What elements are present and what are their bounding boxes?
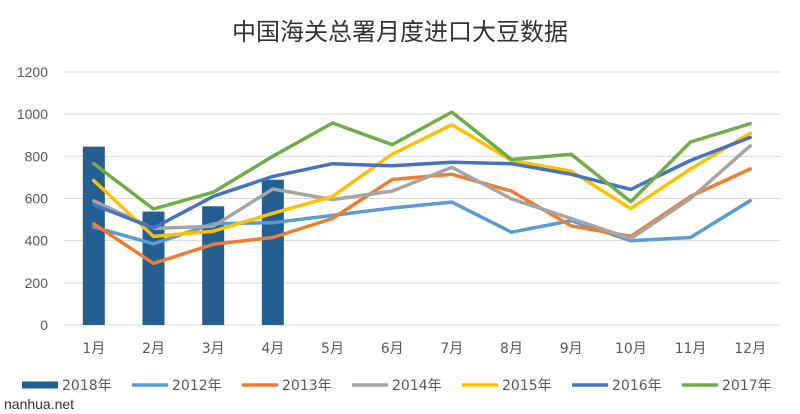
chart-title: 中国海关总署月度进口大豆数据 (232, 18, 568, 46)
y-tick-label: 1000 (17, 106, 48, 122)
legend-label: 2012年 (172, 378, 222, 394)
legend-label: 2017年 (722, 378, 772, 394)
x-tick-label: 8月 (500, 341, 523, 357)
x-tick-label: 3月 (202, 341, 225, 357)
line-series-2014年 (92, 144, 752, 241)
watermark: nanhua.net (4, 396, 74, 412)
x-tick-label: 2月 (142, 341, 165, 357)
x-tick-label: 1月 (82, 341, 105, 357)
x-tick-label: 11月 (675, 341, 707, 357)
y-axis-tick-labels: 0 200 400 600 800 1000 1200 (17, 64, 48, 333)
x-tick-label: 12月 (734, 341, 766, 357)
legend-label: 2018年 (62, 378, 112, 394)
legend: 2018年 2012年 2013年 2014年 2015年 2016年 2017年 (22, 378, 772, 394)
x-axis-tick-labels: 1月 2月 3月 4月 5月 6月 7月 8月 9月 10月 11月 12月 (82, 341, 766, 357)
line-series-2017年 (92, 110, 752, 211)
legend-label: 2015年 (502, 378, 552, 394)
legend-label: 2013年 (282, 378, 332, 394)
y-tick-label: 600 (25, 191, 49, 207)
gridlines (64, 71, 780, 326)
line-series-2015年 (92, 122, 752, 239)
line-series-2016年 (92, 135, 752, 230)
y-tick-label: 0 (40, 317, 48, 333)
bar-2018-1月 (82, 146, 105, 325)
bar-2018-4月 (261, 179, 284, 325)
legend-label: 2014年 (392, 378, 442, 394)
y-tick-label: 400 (25, 233, 49, 249)
y-tick-label: 1200 (17, 64, 48, 80)
x-tick-label: 5月 (321, 341, 344, 357)
x-tick-label: 10月 (615, 341, 647, 357)
line-series-2013年 (92, 167, 752, 266)
bar-2018-3月 (202, 206, 225, 325)
bar-2018-2月 (142, 211, 165, 325)
x-tick-label: 6月 (381, 341, 404, 357)
x-tick-label: 7月 (440, 341, 463, 357)
y-tick-label: 200 (25, 275, 49, 291)
x-tick-label: 9月 (560, 341, 583, 357)
y-tick-label: 800 (25, 148, 49, 164)
line-series-group (92, 110, 752, 266)
x-tick-label: 4月 (261, 341, 284, 357)
legend-label: 2016年 (612, 378, 662, 394)
